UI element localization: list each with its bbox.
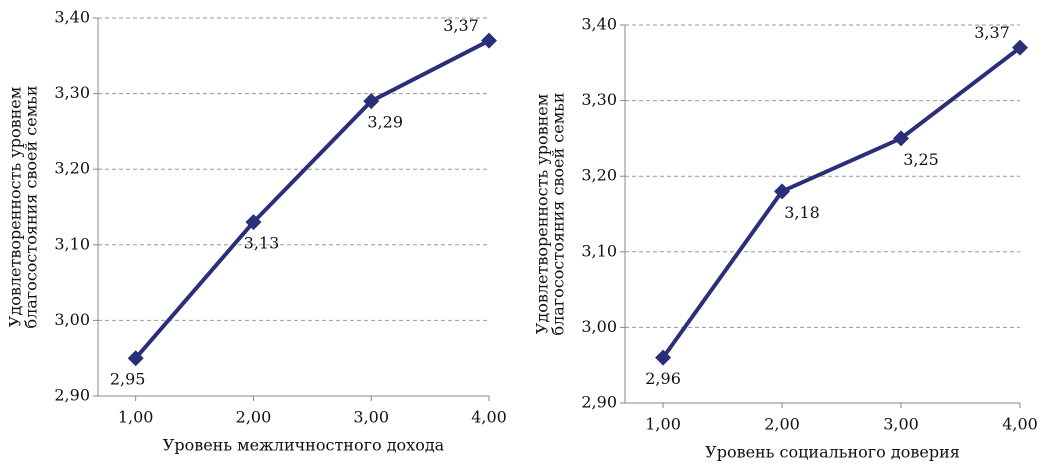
y-tick-label: 3,40 [581, 15, 617, 34]
data-label: 3,13 [244, 234, 280, 253]
data-point [655, 349, 672, 366]
y-axis-label-group: Удовлетворенность уровнемблагосостояния … [6, 85, 41, 328]
y-axis-label: Удовлетворенность уровнем [533, 94, 552, 334]
x-tick-label: 1,00 [645, 415, 681, 434]
y-axis-label: благосостояния своей семьи [22, 85, 41, 328]
y-tick-label: 3,20 [581, 166, 617, 185]
y-tick-label: 3,00 [581, 317, 617, 336]
data-label: 3,29 [367, 113, 403, 132]
x-tick-label: 4,00 [1002, 415, 1038, 434]
data-point [481, 32, 497, 49]
data-label: 2,96 [645, 369, 681, 388]
y-tick-label: 3,40 [54, 8, 90, 27]
data-line [661, 46, 1022, 359]
x-tick-label: 3,00 [353, 408, 389, 427]
y-axis-label-group: Удовлетворенность уровнемблагосостояния … [533, 92, 568, 335]
data-label: 3,37 [974, 23, 1010, 42]
data-label: 2,95 [110, 370, 146, 389]
y-tick-label: 3,30 [581, 90, 617, 109]
data-point [245, 214, 262, 231]
x-tick-label: 2,00 [236, 408, 272, 427]
x-axis-label: Уровень социального доверия [705, 443, 960, 462]
y-axis-label: благосостояния своей семьи [549, 92, 568, 335]
data-point [127, 350, 144, 367]
data-label: 3,25 [903, 150, 939, 169]
data-line [134, 38, 490, 360]
x-tick-label: 1,00 [118, 408, 154, 427]
data-point [774, 183, 791, 200]
x-tick-label: 4,00 [471, 408, 507, 427]
y-axis-label: Удовлетворенность уровнем [6, 87, 25, 327]
data-label: 3,37 [443, 16, 479, 35]
y-tick-label: 3,00 [54, 310, 90, 329]
data-point [1012, 39, 1028, 56]
y-tick-label: 3,10 [54, 234, 90, 253]
y-tick-label: 3,10 [581, 241, 617, 260]
x-tick-label: 3,00 [883, 415, 919, 434]
y-tick-label: 2,90 [54, 386, 90, 405]
y-tick-label: 3,20 [54, 159, 90, 178]
data-point [893, 130, 910, 147]
y-tick-label: 3,30 [54, 83, 90, 102]
data-label: 3,18 [784, 203, 820, 222]
data-point [363, 93, 380, 110]
x-axis-label: Уровень межличностного дохода [163, 436, 445, 455]
y-tick-label: 2,90 [581, 393, 617, 412]
x-tick-label: 2,00 [764, 415, 800, 434]
